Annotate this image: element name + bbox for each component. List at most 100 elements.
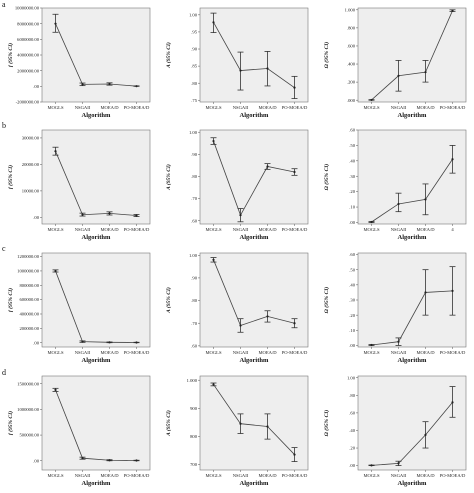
y-tick-label: .00 [33, 215, 39, 220]
x-tick-label: NSGAII [233, 473, 249, 478]
x-axis-title: Algorithm [398, 480, 427, 487]
x-axis-title: Algorithm [240, 234, 269, 241]
x-tick-label: PO-MOEA/D [124, 105, 150, 110]
x-tick-label: MOGLS [205, 473, 222, 478]
plot-area [199, 252, 309, 348]
x-axis-title: Algorithm [398, 357, 427, 364]
data-point [451, 401, 454, 404]
row-label-a: a [2, 0, 6, 9]
y-tick-label: .85 [191, 64, 197, 69]
y-axis-title: Ω (95% CI) [323, 164, 330, 191]
data-point [397, 462, 400, 465]
y-tick-label: 20000.00 [22, 162, 40, 167]
x-tick-label: MOEA/D [416, 350, 435, 355]
data-point [266, 67, 269, 70]
x-tick-label: PO-MOEA/D [124, 227, 150, 232]
series-line [371, 402, 453, 466]
y-tick-label: 600000.00 [19, 297, 39, 302]
data-point [451, 289, 454, 293]
data-point [212, 21, 215, 24]
data-point [108, 212, 111, 215]
x-tick-label: NSGAII [75, 227, 91, 232]
x-tick-label: MOEA/D [416, 473, 435, 478]
data-point [135, 341, 138, 344]
x-tick-label: MOGLS [363, 105, 380, 110]
y-tick-label: .60 [349, 410, 355, 415]
plot-area [357, 375, 467, 471]
y-tick-label: .80 [349, 393, 355, 398]
chart-svg: .60 .70 .80 .90 1.00 MOGLS NSGAII MOEA/D PO-MOEA… [165, 129, 309, 241]
y-tick-label: .00 [33, 340, 39, 345]
y-axis-title: Ω (95% CI) [323, 410, 330, 437]
data-point [370, 98, 373, 102]
chart-panel-1-2: .00 .10 .20 .30 .40 .50 .60 MOGLS NSGAII MOEA/D 4 A… [320, 124, 472, 244]
row-label-d: d [2, 368, 6, 377]
x-tick-label: PO-MOEA/D [282, 473, 308, 478]
data-point [293, 453, 296, 456]
chart-panel-0-0: -2000000.00 .00 2000000.00 4000000.00 600000… [4, 2, 156, 122]
x-tick-label: NSGAII [233, 227, 249, 232]
data-point [293, 322, 296, 325]
data-point [135, 214, 138, 217]
plot-area [357, 7, 467, 103]
chart-svg: .000 .200 .400 .600 .800 1.000 MOGLS NSGAII MOEA… [323, 7, 467, 119]
x-tick-label: MOGLS [363, 227, 380, 232]
y-tick-label: .80 [191, 174, 197, 179]
plot-area [199, 129, 309, 225]
chart-panel-2-2: .00 .10 .20 .30 .40 .50 .60 MOGLS NSGAII MOEA/D PO… [320, 247, 472, 367]
data-point [54, 22, 57, 25]
y-tick-label: 4000000.00 [17, 53, 40, 58]
chart-panel-2-0: .00 200000.00 400000.00 600000.00 800000.00 1… [4, 247, 156, 367]
data-point [370, 464, 373, 467]
y-tick-label: 1200000.00 [17, 254, 40, 259]
data-point [424, 71, 427, 74]
data-point [293, 86, 296, 89]
data-point [266, 165, 269, 168]
chart-panel-1-0: .00 10000.00 20000.00 30000.00 MOGLS NSGAII MO… [4, 124, 156, 244]
x-axis-title: Algorithm [240, 112, 269, 119]
y-tick-label: .70 [191, 196, 197, 201]
y-tick-label: 1000000.00 [17, 269, 40, 274]
data-point [239, 422, 242, 425]
x-tick-label: MOGLS [47, 350, 64, 355]
chart-svg: -2000000.00 .00 2000000.00 4000000.00 600000… [7, 6, 151, 119]
series-line [213, 140, 295, 217]
x-tick-label: MOGLS [205, 105, 222, 110]
y-tick-label: .10 [349, 205, 355, 210]
y-tick-label: 1000000.00 [17, 407, 40, 412]
plot-area [41, 375, 151, 471]
x-tick-label: PO-MOEA/D [440, 350, 466, 355]
chart-panel-1-1: .60 .70 .80 .90 1.00 MOGLS NSGAII MOEA/D PO-MOEA… [162, 124, 314, 244]
y-tick-label: .600 [347, 44, 356, 49]
y-tick-label: 1.00 [189, 253, 198, 258]
chart-svg: 700 800 900 1.000 MOGLS NSGAII MOEA/D PO-MOEA/D… [165, 375, 309, 487]
y-tick-label: .60 [349, 128, 355, 133]
plot-area [357, 129, 467, 225]
chart-svg: .75 .80 .85 .90 .95 1.00 MOGLS NSGAII MOEA/D PO-M… [165, 7, 309, 119]
y-tick-label: .40 [349, 282, 355, 287]
data-point [212, 139, 215, 143]
data-point [81, 83, 84, 86]
y-tick-label: .30 [349, 174, 355, 179]
y-tick-label: .20 [349, 313, 355, 318]
data-point [424, 198, 427, 201]
chart-svg: .00 .10 .20 .30 .40 .50 .60 MOGLS NSGAII MOEA/D 4 A… [323, 128, 467, 241]
y-tick-label: .20 [349, 446, 355, 451]
y-tick-label: .20 [349, 189, 355, 194]
chart-panel-2-1: .60 .70 .80 .90 1.00 MOGLS NSGAII MOEA/D PO-MOEA… [162, 247, 314, 367]
y-tick-label: 1.00 [347, 375, 356, 380]
chart-svg: .60 .70 .80 .90 1.00 MOGLS NSGAII MOEA/D PO-MOEA… [165, 252, 309, 364]
y-tick-label: .50 [349, 143, 355, 148]
data-point [239, 324, 242, 327]
y-tick-label: .40 [349, 428, 355, 433]
y-tick-label: .00 [349, 220, 355, 225]
y-tick-label: 200000.00 [19, 326, 39, 331]
y-tick-label: 1.000 [187, 378, 198, 383]
x-tick-label: MOEA/D [416, 227, 435, 232]
data-point [397, 340, 400, 343]
y-tick-label: .10 [349, 328, 355, 333]
x-tick-label: PO-MOEA/D [440, 105, 466, 110]
y-tick-label: .60 [191, 343, 197, 348]
x-tick-label: MOEA/D [416, 105, 435, 110]
